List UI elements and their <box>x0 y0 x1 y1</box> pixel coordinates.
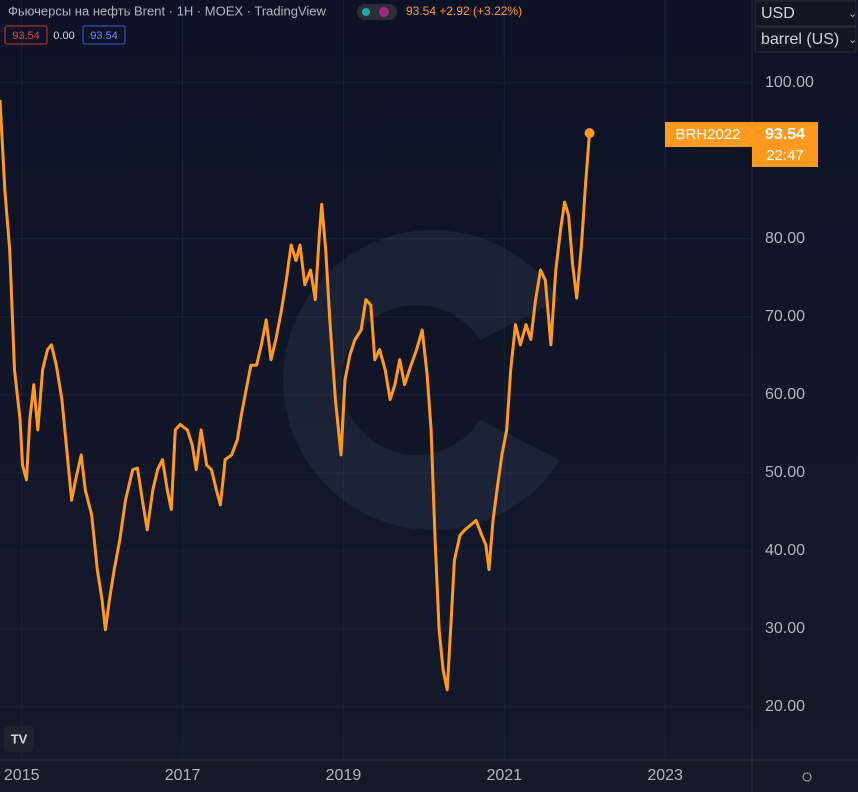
y-tick-label: 100.00 <box>765 74 814 91</box>
symbol-badge <box>665 122 752 147</box>
y-tick-label: 50.00 <box>765 464 805 481</box>
watermark <box>283 230 560 530</box>
x-tick-label: 2019 <box>326 767 362 784</box>
time: 22:47 <box>766 147 804 164</box>
ohlc-box <box>4 25 48 45</box>
dropdown-icon: ⌄ <box>848 34 857 46</box>
symbol: BRH2022 <box>675 126 740 143</box>
grid <box>0 0 752 760</box>
y-tick-label: 60.00 <box>765 386 805 403</box>
last-point <box>584 128 595 139</box>
ohlc-value: 93.54 <box>90 30 118 42</box>
toggle-dot <box>362 8 370 16</box>
tv-logo[interactable] <box>4 726 34 752</box>
toggle-dot <box>379 7 389 17</box>
x-tick-label: 2021 <box>486 767 522 784</box>
unit-select[interactable] <box>754 26 857 53</box>
price: 93.54 <box>765 126 805 143</box>
tv-logo-mark: TV <box>11 731 28 746</box>
chart-title: Фьючерсы на нефть Brent · 1H · MOEX · Tr… <box>8 3 327 18</box>
settings-icon[interactable] <box>802 772 812 782</box>
x-tick-label: 2015 <box>4 767 40 784</box>
y-tick-label: 40.00 <box>765 542 805 559</box>
price-badge <box>752 122 818 167</box>
x-tick-label: 2023 <box>647 767 683 784</box>
quote: 93.54 +2.92 (+3.22%) <box>406 4 522 18</box>
y-tick-label: 80.00 <box>765 230 805 247</box>
x-tick-label: 2017 <box>165 767 201 784</box>
y-tick-label: 70.00 <box>765 308 805 325</box>
dropdown-icon: ⌄ <box>848 8 857 20</box>
y-tick-label: 30.00 <box>765 620 805 637</box>
price-line <box>0 99 591 692</box>
plot <box>0 99 595 692</box>
y-tick-label: 20.00 <box>765 698 805 715</box>
ohlc-value: 0.00 <box>53 30 74 42</box>
currency: USD <box>761 5 795 22</box>
ohlc-value: 93.54 <box>12 30 40 42</box>
ohlc-box <box>82 25 126 45</box>
unit: barrel (US) <box>761 31 839 48</box>
currency-select[interactable] <box>754 0 857 27</box>
